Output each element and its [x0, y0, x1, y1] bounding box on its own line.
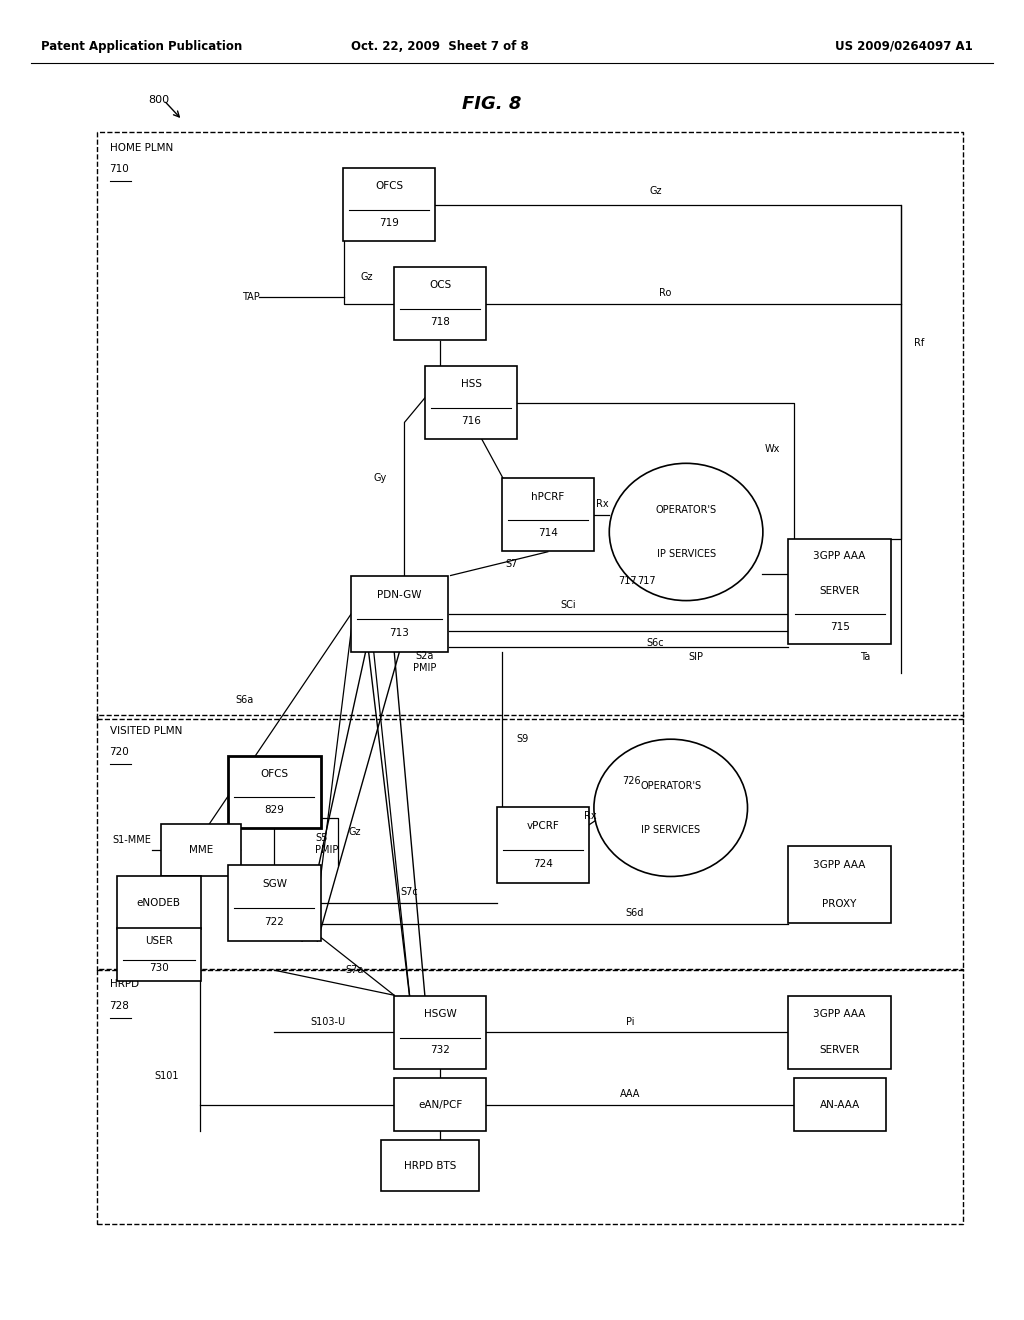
Text: 3GPP AAA: 3GPP AAA: [813, 552, 866, 561]
Text: PDN-GW: PDN-GW: [377, 590, 422, 599]
Text: 732: 732: [430, 1045, 451, 1056]
FancyBboxPatch shape: [788, 846, 891, 923]
FancyBboxPatch shape: [117, 928, 201, 981]
Text: Gz: Gz: [360, 272, 373, 282]
Text: Ta: Ta: [860, 652, 870, 663]
Text: AAA: AAA: [620, 1089, 640, 1100]
Text: OFCS: OFCS: [260, 768, 289, 779]
FancyBboxPatch shape: [425, 366, 517, 438]
Text: 720: 720: [110, 747, 129, 758]
Text: Ro: Ro: [659, 288, 672, 298]
Text: S7c: S7c: [400, 887, 419, 898]
Text: OFCS: OFCS: [375, 181, 403, 191]
Text: Rx: Rx: [596, 499, 608, 510]
FancyBboxPatch shape: [502, 478, 594, 552]
Text: 718: 718: [430, 317, 451, 327]
Text: 719: 719: [379, 218, 399, 228]
Text: 716: 716: [461, 416, 481, 426]
Text: FIG. 8: FIG. 8: [462, 95, 521, 114]
FancyBboxPatch shape: [117, 876, 201, 929]
FancyBboxPatch shape: [788, 995, 891, 1069]
FancyBboxPatch shape: [228, 865, 321, 941]
Ellipse shape: [609, 463, 763, 601]
FancyBboxPatch shape: [394, 1078, 486, 1131]
FancyBboxPatch shape: [228, 755, 321, 829]
Text: S7a: S7a: [345, 965, 364, 975]
FancyBboxPatch shape: [343, 168, 435, 242]
Text: HSGW: HSGW: [424, 1008, 457, 1019]
Text: OPERATOR'S: OPERATOR'S: [655, 504, 717, 515]
Text: PMIP: PMIP: [414, 663, 436, 673]
Text: vPCRF: vPCRF: [526, 821, 559, 830]
Text: eNODEB: eNODEB: [137, 898, 180, 908]
FancyBboxPatch shape: [497, 807, 589, 883]
Text: 722: 722: [264, 917, 285, 927]
Text: TAP: TAP: [242, 292, 260, 302]
FancyBboxPatch shape: [381, 1140, 479, 1191]
Text: S9: S9: [516, 734, 528, 744]
FancyBboxPatch shape: [394, 995, 486, 1069]
Text: 726: 726: [623, 776, 641, 787]
Text: 715: 715: [829, 622, 850, 631]
FancyBboxPatch shape: [794, 1078, 886, 1131]
Text: Gy: Gy: [374, 473, 387, 483]
Text: Gz: Gz: [649, 186, 662, 197]
Text: HOME PLMN: HOME PLMN: [110, 143, 173, 153]
Text: 730: 730: [148, 962, 169, 973]
Text: 829: 829: [264, 805, 285, 816]
Ellipse shape: [594, 739, 748, 876]
Text: 3GPP AAA: 3GPP AAA: [813, 861, 866, 870]
Text: US 2009/0264097 A1: US 2009/0264097 A1: [835, 40, 973, 53]
Text: eAN/PCF: eAN/PCF: [418, 1100, 463, 1110]
Text: MME: MME: [188, 845, 213, 855]
Text: OCS: OCS: [429, 280, 452, 290]
Text: S6c: S6c: [646, 638, 665, 648]
Text: PROXY: PROXY: [822, 899, 857, 908]
Text: 724: 724: [532, 859, 553, 869]
Text: SGW: SGW: [262, 879, 287, 888]
FancyBboxPatch shape: [350, 576, 449, 652]
Text: VISITED PLMN: VISITED PLMN: [110, 726, 182, 737]
Text: PMIP: PMIP: [315, 845, 339, 855]
Text: Oct. 22, 2009  Sheet 7 of 8: Oct. 22, 2009 Sheet 7 of 8: [351, 40, 529, 53]
Text: SERVER: SERVER: [819, 586, 860, 597]
Text: Pi: Pi: [626, 1016, 634, 1027]
Text: SERVER: SERVER: [819, 1045, 860, 1056]
Text: IP SERVICES: IP SERVICES: [656, 549, 716, 560]
FancyBboxPatch shape: [788, 539, 891, 644]
Text: S6a: S6a: [236, 694, 254, 705]
Text: IP SERVICES: IP SERVICES: [641, 825, 700, 836]
Text: S6d: S6d: [626, 908, 644, 919]
Text: S101: S101: [155, 1071, 179, 1081]
Text: AN-AAA: AN-AAA: [819, 1100, 860, 1110]
Text: 800: 800: [148, 95, 170, 106]
Text: S2a: S2a: [416, 651, 434, 661]
Text: SCi: SCi: [560, 599, 577, 610]
Text: 710: 710: [110, 164, 129, 174]
Text: 3GPP AAA: 3GPP AAA: [813, 1008, 866, 1019]
Text: HRPD BTS: HRPD BTS: [403, 1160, 457, 1171]
Text: Gz: Gz: [348, 826, 360, 837]
Text: S103-U: S103-U: [310, 1016, 345, 1027]
Text: USER: USER: [144, 936, 173, 946]
Text: Wx: Wx: [765, 444, 780, 454]
Text: 717: 717: [637, 576, 655, 586]
Text: 717: 717: [618, 576, 637, 586]
Text: 728: 728: [110, 1001, 129, 1011]
Text: 713: 713: [389, 628, 410, 638]
Text: S1-MME: S1-MME: [113, 834, 152, 845]
Text: Patent Application Publication: Patent Application Publication: [41, 40, 243, 53]
Text: S5: S5: [315, 833, 328, 843]
Text: 714: 714: [538, 528, 558, 539]
Text: Rx: Rx: [585, 810, 597, 821]
FancyBboxPatch shape: [394, 267, 486, 339]
Text: HSS: HSS: [461, 379, 481, 389]
Text: S7: S7: [506, 558, 518, 569]
Text: Rf: Rf: [914, 338, 925, 348]
Text: SIP: SIP: [689, 652, 703, 663]
Text: hPCRF: hPCRF: [531, 491, 564, 502]
Text: OPERATOR'S: OPERATOR'S: [640, 780, 701, 791]
FancyBboxPatch shape: [161, 824, 241, 876]
Text: HRPD: HRPD: [110, 979, 138, 990]
